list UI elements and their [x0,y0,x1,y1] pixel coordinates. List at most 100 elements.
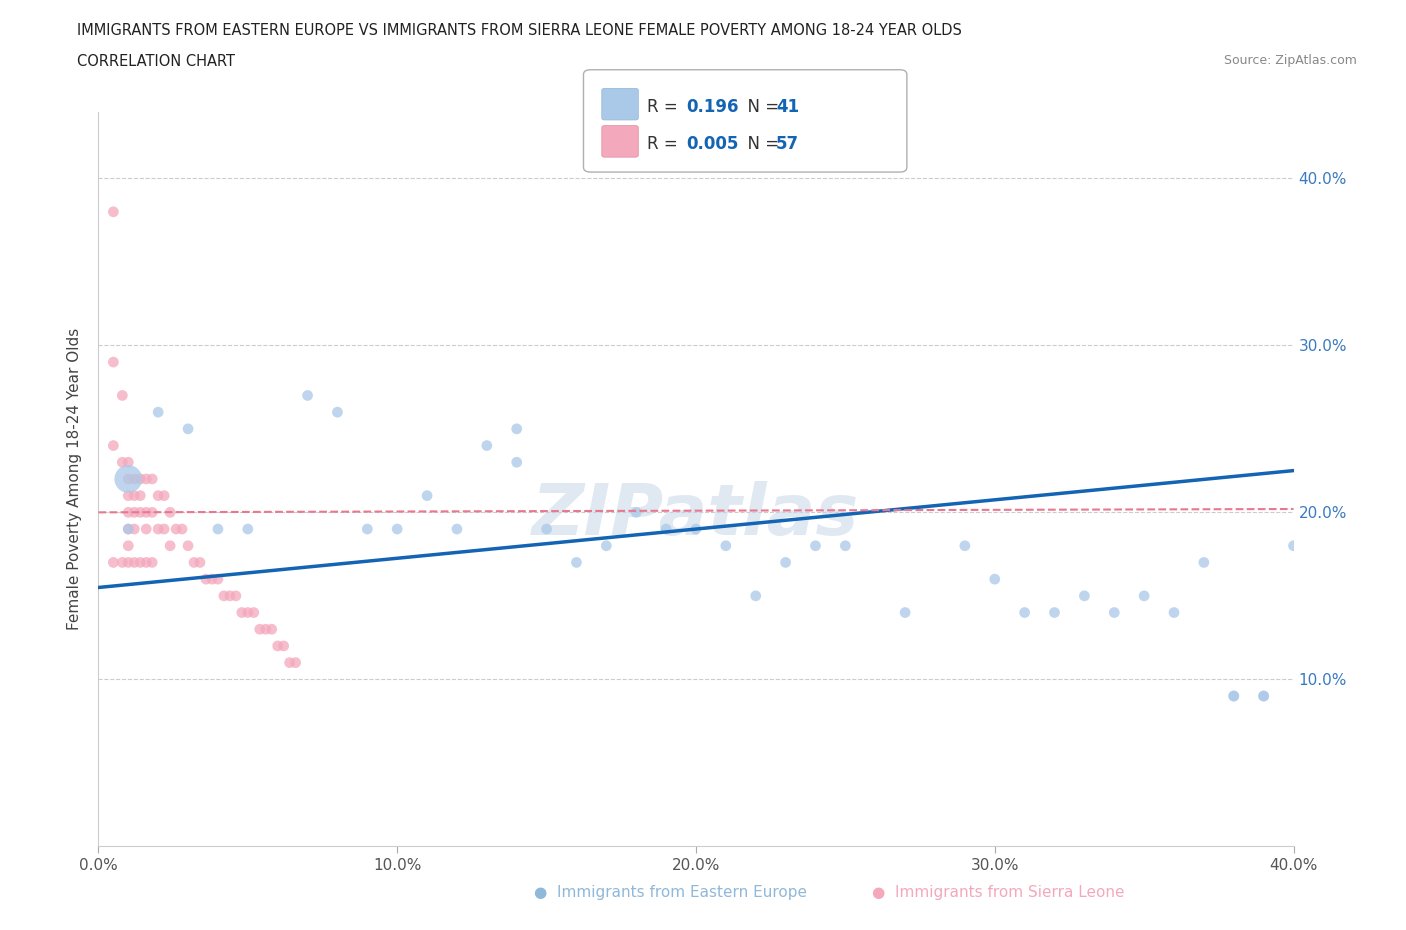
Point [385,522,409,537]
Point [124,555,146,570]
Point [195,572,218,587]
Point [141,505,163,520]
Point [953,538,976,553]
Point [135,472,157,486]
Point [1073,589,1095,604]
Point [219,589,242,604]
Point [655,522,678,537]
Text: R =: R = [647,135,683,153]
Point [129,472,152,486]
Point [446,522,468,537]
Point [273,639,295,654]
Point [117,472,139,486]
Point [231,605,253,620]
Point [267,639,290,654]
Point [475,438,498,453]
Y-axis label: Female Poverty Among 18-24 Year Olds: Female Poverty Among 18-24 Year Olds [67,328,83,631]
Point [129,505,152,520]
Point [159,538,181,553]
Point [984,572,1007,587]
Point [356,522,378,537]
Point [1163,605,1185,620]
Point [117,538,139,553]
Point [626,505,648,520]
Point [103,205,125,219]
Point [1282,538,1305,553]
Point [506,455,529,470]
Point [159,505,181,520]
Text: R =: R = [647,98,683,116]
Point [111,555,134,570]
Point [117,505,139,520]
Point [536,522,558,537]
Point [595,538,617,553]
Text: N =: N = [737,98,785,116]
Point [201,572,224,587]
Point [141,555,163,570]
Point [1253,688,1275,703]
Point [141,472,163,486]
Point [1192,555,1215,570]
Point [804,538,827,553]
Point [225,589,247,604]
Point [1133,589,1156,604]
Point [745,589,768,604]
Point [1104,605,1126,620]
Point [129,488,152,503]
Point [894,605,917,620]
Point [254,622,277,637]
Point [775,555,797,570]
Point [188,555,211,570]
Point [135,555,157,570]
Text: 0.005: 0.005 [686,135,738,153]
Point [1014,605,1036,620]
Point [135,505,157,520]
Point [165,522,187,537]
Text: N =: N = [737,135,785,153]
Point [177,538,200,553]
Point [1043,605,1066,620]
Point [111,455,134,470]
Point [177,421,200,436]
Point [236,522,259,537]
Point [1253,688,1275,703]
Point [1223,688,1246,703]
Text: IMMIGRANTS FROM EASTERN EUROPE VS IMMIGRANTS FROM SIERRA LEONE FEMALE POVERTY AM: IMMIGRANTS FROM EASTERN EUROPE VS IMMIGR… [77,23,962,38]
Point [153,488,176,503]
Point [129,555,152,570]
Point [284,656,307,671]
Point [278,656,301,671]
Text: 0.196: 0.196 [686,98,738,116]
Point [685,522,707,537]
Point [207,522,229,537]
Point [506,421,529,436]
Point [297,388,319,403]
Point [117,522,139,537]
Point [834,538,856,553]
Point [565,555,588,570]
Text: 41: 41 [776,98,799,116]
Point [124,505,146,520]
Text: ZIPatlas: ZIPatlas [533,481,859,551]
Point [212,589,235,604]
Text: ●  Immigrants from Sierra Leone: ● Immigrants from Sierra Leone [872,885,1125,900]
Text: CORRELATION CHART: CORRELATION CHART [77,54,235,69]
Point [243,605,266,620]
Point [117,555,139,570]
Point [135,522,157,537]
Point [111,388,134,403]
Point [117,488,139,503]
Point [124,488,146,503]
Point [236,605,259,620]
Point [148,522,170,537]
Point [714,538,737,553]
Point [172,522,194,537]
Point [326,405,349,419]
Point [1223,688,1246,703]
Text: 57: 57 [776,135,799,153]
Point [103,555,125,570]
Point [124,522,146,537]
Point [117,455,139,470]
Point [183,555,205,570]
Point [148,488,170,503]
